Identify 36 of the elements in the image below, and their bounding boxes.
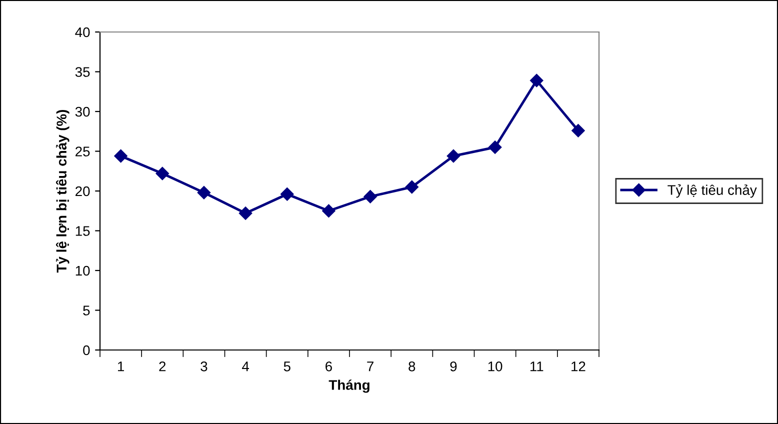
point	[405, 180, 418, 194]
point	[446, 149, 460, 163]
x-tick-label: 6	[326, 361, 332, 372]
x-axis-title: Tháng	[328, 380, 370, 393]
x-tick-label: 11	[530, 362, 544, 372]
y-tick-label: 30	[75, 106, 90, 117]
y-tick-label: 35	[75, 67, 90, 77]
x-tick-label: 4	[242, 362, 249, 372]
point	[197, 186, 211, 200]
x-tick-label: 12	[572, 361, 586, 372]
point	[572, 124, 585, 138]
x-tick-label: 1	[118, 362, 124, 372]
x-tick-label: 5	[284, 362, 290, 372]
point	[488, 140, 502, 154]
x-tick-label: 7	[367, 362, 374, 372]
x-tick-label: 9	[450, 361, 457, 372]
point	[114, 149, 128, 163]
point	[238, 206, 252, 220]
y-tick-label: 10	[76, 266, 90, 276]
point	[280, 188, 294, 201]
legend-label: Tỷ lệ tiêu chảy	[668, 184, 757, 198]
y-tick-label: 25	[76, 146, 90, 156]
point	[530, 74, 544, 88]
x-tick-label: 10	[488, 361, 502, 372]
y-tick-label: 40	[75, 27, 90, 38]
point	[364, 190, 377, 204]
y-tick-label: 20	[76, 186, 90, 196]
y-axis-title: Tỷ lệ lợn bị tiêu chảy (%)	[56, 110, 70, 273]
y-tick-label: 0	[83, 345, 90, 356]
y-tick-label: 5	[83, 306, 90, 316]
x-tick-label: 3	[200, 361, 208, 372]
point	[156, 166, 169, 180]
x-tick-label: 2	[159, 361, 166, 372]
point	[322, 204, 336, 218]
y-tick-label: 15	[76, 226, 90, 236]
x-tick-label: 8	[408, 361, 416, 372]
